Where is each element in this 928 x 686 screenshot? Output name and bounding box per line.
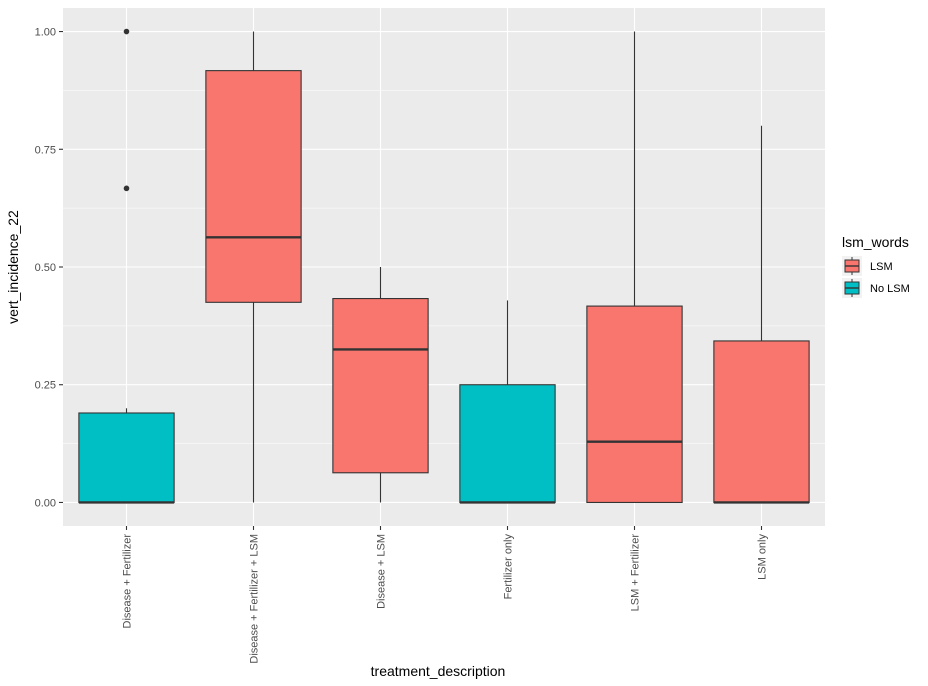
x-tick-label: Fertilizer only [503, 534, 515, 600]
boxes-layer [78, 28, 810, 504]
outlier-point [123, 28, 130, 35]
outlier-point [123, 185, 130, 192]
x-axis-title: treatment_description [371, 663, 506, 679]
box-0 [78, 28, 175, 504]
box-body [586, 305, 683, 504]
x-tick-label: LSM + Fertilizer [630, 534, 642, 612]
legend-title: lsm_words [842, 234, 909, 250]
y-axis-title: vert_incidence_22 [5, 210, 21, 324]
legend: lsm_words LSM No LSM [842, 234, 910, 298]
y-tick-label: 0.25 [35, 380, 56, 392]
legend-label: No LSM [870, 283, 910, 295]
x-axis: Disease + Fertilizer Disease + Fertilizer… [122, 526, 769, 664]
y-tick-label: 1.00 [35, 27, 56, 39]
y-tick-label: 0.00 [35, 497, 56, 509]
x-tick-label: LSM only [757, 534, 769, 580]
legend-item-0: LSM [842, 256, 893, 276]
box-5 [713, 125, 810, 504]
legend-label: LSM [870, 261, 893, 273]
box-2 [332, 267, 429, 503]
box-body [205, 70, 302, 303]
y-axis: 0.00 0.25 0.50 0.75 1.00 [35, 27, 63, 509]
y-tick-label: 0.50 [35, 262, 56, 274]
x-tick-label: Disease + LSM [376, 534, 388, 609]
box-body [332, 298, 429, 474]
box-body [713, 340, 810, 504]
box-3 [459, 300, 556, 504]
box-body [78, 412, 175, 504]
y-tick-label: 0.75 [35, 144, 56, 156]
box-body [459, 384, 556, 504]
x-tick-label: Disease + Fertilizer [122, 534, 134, 629]
legend-item-1: No LSM [842, 278, 910, 298]
box-4 [586, 31, 683, 504]
box-1 [205, 31, 302, 503]
x-tick-label: Disease + Fertilizer + LSM [249, 534, 261, 664]
